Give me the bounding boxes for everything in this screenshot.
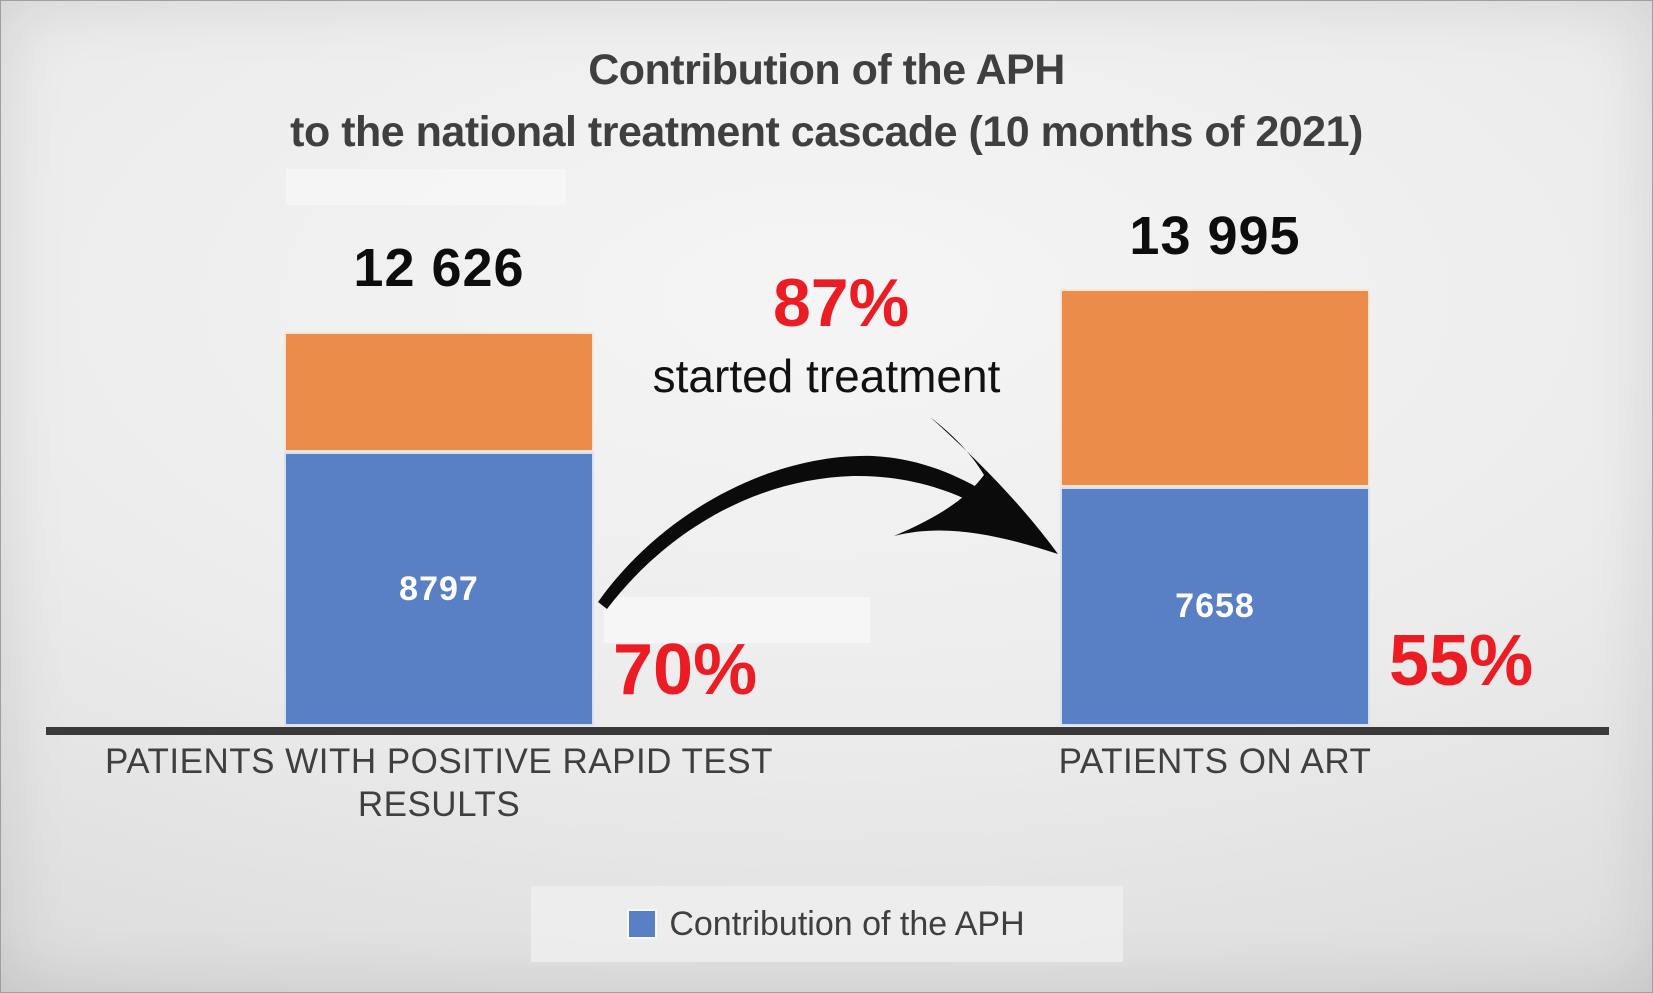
bar-segment-other-on-art: [1060, 289, 1370, 487]
category-label-on-art: PATIENTS ON ART: [1040, 741, 1390, 784]
chart-title: Contribution of the APH to the national …: [1, 39, 1652, 164]
bar-segment-other-rapid-test: [284, 332, 594, 452]
chart-title-line2: to the national treatment cascade (10 mo…: [290, 108, 1363, 157]
percent-label-rapid-test: 70%: [613, 630, 758, 710]
percent-label-on-art: 55%: [1389, 621, 1534, 701]
total-label-rapid-test: 12 626: [353, 238, 525, 298]
legend: Contribution of the APH: [531, 886, 1123, 962]
bar-value-aph-on-art: 7658: [1175, 587, 1255, 625]
stacked-bar-rapid-test: 8797: [284, 332, 594, 726]
category-label-line1: PATIENTS WITH POSITIVE RAPID TEST: [105, 742, 773, 781]
x-axis-baseline: [46, 727, 1609, 735]
annotation-text: started treatment: [652, 350, 1001, 402]
annotation-percent: 87%: [772, 265, 910, 341]
legend-label: Contribution of the APH: [669, 904, 1025, 943]
category-label-line2: RESULTS: [357, 784, 521, 824]
category-label-line1: PATIENTS ON ART: [1058, 742, 1372, 781]
bar-value-aph-rapid-test: 8797: [399, 569, 479, 608]
background-artifact-patch: [286, 169, 566, 205]
stacked-bar-on-art: 7658: [1060, 289, 1370, 726]
legend-swatch-aph: [627, 909, 658, 939]
category-label-rapid-test: PATIENTS WITH POSITIVE RAPID TEST RESULT…: [101, 741, 777, 826]
chart-title-line1: Contribution of the APH: [588, 46, 1065, 94]
total-label-on-art: 13 995: [1129, 206, 1301, 266]
bar-segment-aph-on-art: 7658: [1060, 487, 1370, 726]
bar-segment-aph-rapid-test: 8797: [284, 452, 594, 726]
